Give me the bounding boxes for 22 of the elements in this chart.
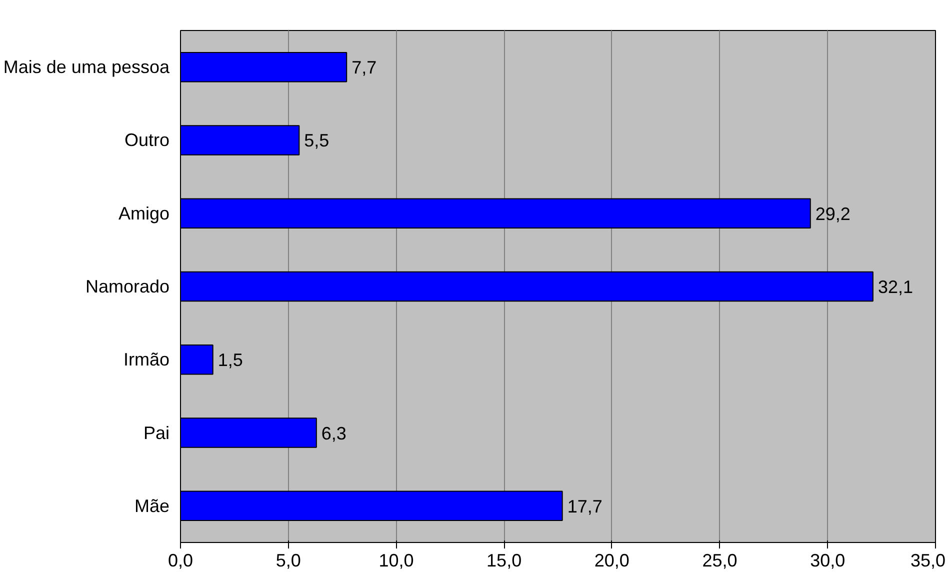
x-tick-label: 35,0: [910, 550, 946, 570]
x-tick-label: 10,0: [378, 550, 414, 570]
x-tick-label: 30,0: [810, 550, 846, 570]
x-tick-label: 5,0: [276, 550, 301, 570]
y-tick-label: Mais de uma pessoa: [3, 57, 170, 78]
x-tick-label: 25,0: [702, 550, 738, 570]
y-tick-label: Outro: [124, 130, 170, 150]
data-label: 6,3: [321, 423, 346, 444]
data-label: 17,7: [567, 496, 602, 516]
y-tick-label: Amigo: [118, 203, 170, 224]
x-tick-label: 0,0: [168, 550, 194, 570]
data-label: 5,5: [304, 130, 330, 151]
x-tick-label: 15,0: [486, 550, 522, 570]
data-label: 29,2: [815, 204, 850, 224]
y-tick-label: Mãe: [134, 496, 170, 516]
x-tick-label: 20,0: [594, 550, 630, 570]
y-tick-label: Namorado: [85, 276, 170, 296]
data-label: 1,5: [218, 350, 243, 370]
data-label: 32,1: [878, 277, 913, 297]
data-label: 7,7: [352, 58, 377, 78]
y-tick-label: Irmão: [123, 350, 170, 370]
y-tick-label: Pai: [143, 422, 170, 443]
